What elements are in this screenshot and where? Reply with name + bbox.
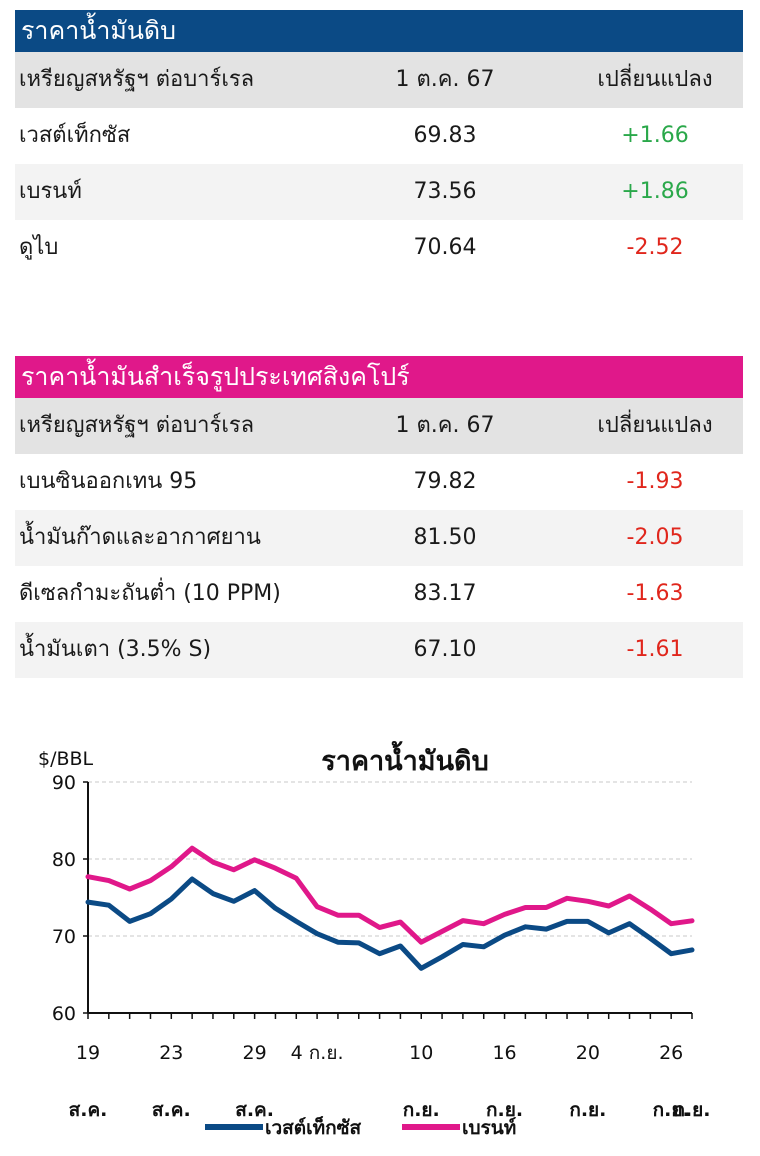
row-price: 69.83 [413, 123, 477, 148]
y-tick-label: 70 [52, 926, 76, 948]
series-lines [85, 845, 695, 971]
y-tick-label: 90 [52, 772, 76, 794]
row-change: -1.93 [626, 469, 684, 494]
row-change: -2.05 [626, 525, 684, 550]
x-tick-label: 20 [576, 1042, 600, 1064]
row-name: ดูไบ [19, 235, 59, 260]
legend-label: เบรนท์ [462, 1117, 516, 1139]
table-row: เบนซินออกเทน 95 79.82 -1.93 [15, 454, 743, 510]
row-price: 73.56 [413, 179, 477, 204]
row-price: 67.10 [413, 637, 477, 662]
table-row: น้ำมันเตา (3.5% S) 67.10 -1.61 [15, 622, 743, 678]
x-tick-sublabel: ก.ย. [653, 1099, 690, 1121]
x-tick-label: 23 [159, 1042, 183, 1064]
refined-products-table: ราคาน้ำมันสำเร็จรูปประเทศสิงคโปร์ เหรียญ… [15, 356, 743, 678]
row-name: เบรนท์ [19, 179, 82, 204]
header-change: เปลี่ยนแปลง [597, 413, 713, 438]
crude-oil-table-header: เหรียญสหรัฐฯ ต่อบาร์เรล 1 ต.ค. 67 เปลี่ย… [15, 52, 743, 108]
header-date: 1 ต.ค. 67 [395, 413, 495, 438]
x-tick-sublabel: ส.ค. [235, 1099, 274, 1121]
tick-labels: 60 70 80 90 19 ส.ค. 23 ส.ค. 29 ส.ค. 4 ก.ย. 10 ก.ย. 16… [52, 772, 711, 1121]
row-name: ดีเซลกำมะถันต่ำ (10 PPM) [19, 581, 281, 606]
x-tick-sublabel: ก.ย. [673, 1099, 710, 1121]
table-row: เวสต์เท็กซัส 69.83 +1.66 [15, 108, 743, 164]
row-name: เบนซินออกเทน 95 [19, 469, 198, 494]
row-name: เวสต์เท็กซัส [19, 123, 131, 148]
gridlines [88, 781, 692, 937]
refined-products-table-header: เหรียญสหรัฐฯ ต่อบาร์เรล 1 ต.ค. 67 เปลี่ย… [15, 398, 743, 454]
x-tick-sublabel: ส.ค. [69, 1099, 108, 1121]
chart-title: ราคาน้ำมันดิบ [321, 740, 488, 777]
series-line-0 [85, 876, 695, 971]
header-unit: เหรียญสหรัฐฯ ต่อบาร์เรล [19, 67, 255, 92]
x-tick-sublabel: ก.ย. [569, 1099, 606, 1121]
row-price: 79.82 [413, 469, 477, 494]
x-tick-label: 16 [492, 1042, 516, 1064]
x-tick-sublabel: ก.ย. [486, 1099, 523, 1121]
table-row: ดูไบ 70.64 -2.52 [15, 220, 743, 276]
legend: เวสต์เท็กซัส เบรนท์ [205, 1115, 516, 1139]
row-name: น้ำมันเตา (3.5% S) [19, 637, 212, 662]
x-tick-label: 10 [409, 1042, 433, 1064]
row-change: -1.61 [626, 637, 684, 662]
row-change: -2.52 [626, 235, 684, 260]
table-row: ดีเซลกำมะถันต่ำ (10 PPM) 83.17 -1.63 [15, 566, 743, 622]
header-change: เปลี่ยนแปลง [597, 67, 713, 92]
x-tick-label: 19 [76, 1042, 100, 1064]
table-row: เบรนท์ 73.56 +1.86 [15, 164, 743, 220]
row-change: -1.63 [626, 581, 684, 606]
crude-oil-price-chart: ราคาน้ำมันดิบ $/BBL 60 70 80 90 19 ส.ค. 23 ส.ค.… [0, 730, 760, 1156]
row-price: 83.17 [413, 581, 477, 606]
row-change: +1.86 [621, 179, 689, 204]
chart-svg: ราคาน้ำมันดิบ $/BBL 60 70 80 90 19 ส.ค. 23 ส.ค.… [38, 740, 711, 1139]
axes [83, 781, 693, 1019]
y-tick-label: 80 [52, 849, 76, 871]
y-tick-label: 60 [52, 1003, 76, 1025]
crude-oil-table: ราคาน้ำมันดิบ เหรียญสหรัฐฯ ต่อบาร์เรล 1 … [15, 10, 743, 276]
row-name: น้ำมันก๊าดและอากาศยาน [19, 525, 261, 550]
y-axis-label: $/BBL [38, 748, 94, 770]
legend-label: เวสต์เท็กซัส [265, 1115, 362, 1139]
crude-oil-table-title: ราคาน้ำมันดิบ [15, 10, 743, 52]
series-line-1 [85, 845, 695, 945]
header-date: 1 ต.ค. 67 [395, 67, 495, 92]
x-tick-label: 26 [659, 1042, 683, 1064]
header-unit: เหรียญสหรัฐฯ ต่อบาร์เรล [19, 413, 255, 438]
table-row: น้ำมันก๊าดและอากาศยาน 81.50 -2.05 [15, 510, 743, 566]
row-price: 70.64 [413, 235, 477, 260]
x-tick-sublabel: ก.ย. [403, 1099, 440, 1121]
row-price: 81.50 [413, 525, 477, 550]
x-tick-label: 4 ก.ย. [291, 1042, 344, 1064]
x-tick-label: 29 [243, 1042, 267, 1064]
row-change: +1.66 [621, 123, 689, 148]
refined-products-table-title: ราคาน้ำมันสำเร็จรูปประเทศสิงคโปร์ [15, 356, 743, 398]
x-tick-sublabel: ส.ค. [152, 1099, 191, 1121]
